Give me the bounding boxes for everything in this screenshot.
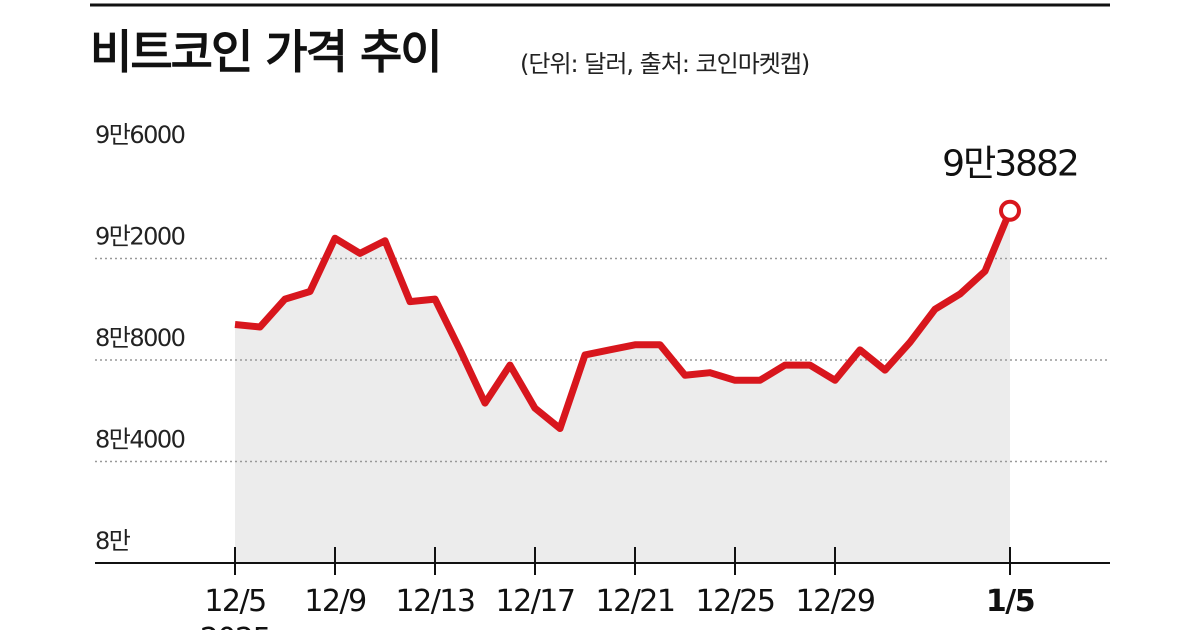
x-tick-label: 12/5: [204, 584, 265, 619]
y-tick-label: 9만2000: [95, 223, 185, 251]
y-tick-label: 8만8000: [95, 324, 185, 352]
year-label: 2025: [200, 622, 270, 630]
x-tick-label: 12/21: [596, 584, 675, 619]
x-tick-label: 12/17: [496, 584, 575, 619]
y-tick-label: 8만4000: [95, 426, 185, 454]
y-tick-label: 9만6000: [95, 121, 185, 149]
area: [235, 210, 1010, 563]
line: [234, 209, 1014, 433]
y-tick-label: 8만: [95, 527, 131, 555]
x-tick-label: 12/29: [796, 584, 875, 619]
x-tick-label: 12/9: [304, 584, 365, 619]
x-tick-label: 12/13: [396, 584, 475, 619]
x-tick-label: 1/5: [986, 584, 1034, 619]
chart-title: 비트코인 가격 추이: [90, 25, 441, 79]
x-tick-label: 12/25: [696, 584, 775, 619]
end-marker: [999, 199, 1021, 222]
value-label: 9만3882: [942, 144, 1078, 185]
chart-subtitle: (단위: 달러, 출처: 코인마켓캡): [520, 50, 809, 78]
